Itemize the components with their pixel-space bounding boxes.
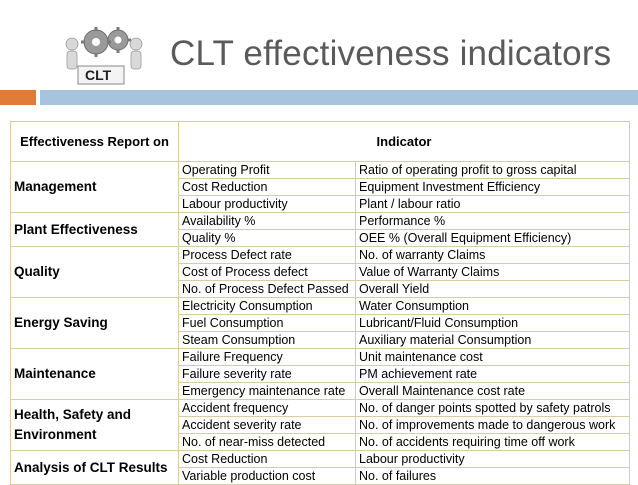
table-row: Analysis of CLT Results Cost Reduction Lab… [10,450,630,485]
indicator-detail-cell: Unit maintenance cost [355,348,630,366]
accent-bar-blue [40,90,638,105]
indicator-cell: Process Defect rate [178,246,356,264]
indicator-detail-cell: No. of danger points spotted by safety p… [355,399,630,417]
header-indicator: Indicator [178,121,630,162]
indicator-detail-cell: Water Consumption [355,297,630,315]
table-row: Emergency maintenance rate Overall Mainte… [11,382,630,400]
indicator-cell: Fuel Consumption [178,314,356,332]
table-row: Health, Safety and Environment Accident f… [10,399,630,451]
clt-logo: CLT [52,22,148,86]
indicator-cell: Emergency maintenance rate [178,382,356,400]
indicator-cell: No. of near-miss detected [178,433,356,451]
indicator-cell: Failure Frequency [178,348,356,366]
indicator-cell: Operating Profit [178,161,356,179]
table-row: Management Operating Profit Ratio of opera… [10,161,630,213]
indicator-detail-cell: No. of improvements made to dangerous wo… [355,416,630,434]
indicator-detail-cell: Performance % [355,212,630,230]
indicator-cell: Failure severity rate [178,365,356,383]
table-row: No. of Process Defect Passed Overall Yiel… [11,280,630,298]
category-cell: Analysis of CLT Results [10,450,179,485]
indicator-cell: Steam Consumption [178,331,356,349]
indicator-cell: Accident frequency [178,399,356,417]
category-cell: Plant Effectiveness [10,212,179,247]
indicator-detail-cell: Overall Maintenance cost rate [355,382,630,400]
indicator-cell: No. of Process Defect Passed [178,280,356,298]
indicator-cell: Availability % [178,212,356,230]
table-row: Accident severity rate No. of improvement… [11,416,630,434]
indicator-cell: Cost Reduction [178,178,356,196]
indicator-detail-cell: Labour productivity [355,450,630,468]
table-row: Plant Effectiveness Availability % Perform… [10,212,630,247]
indicators-table: Effectiveness Report on Indicator Manage… [10,121,630,485]
table-row: Quality % OEE % (Overall Equipment Effici… [11,229,630,247]
accent-bar-orange [0,90,36,105]
indicator-detail-cell: Overall Yield [355,280,630,298]
table-row: Steam Consumption Auxiliary material Cons… [11,331,630,349]
category-cell: Energy Saving [10,297,179,349]
indicator-detail-cell: PM achievement rate [355,365,630,383]
indicator-detail-cell: Ratio of operating profit to gross capit… [355,161,630,179]
indicator-cell: Labour productivity [178,195,356,213]
indicator-detail-cell: Plant / labour ratio [355,195,630,213]
indicator-cell: Electricity Consumption [178,297,356,315]
indicator-cell: Cost Reduction [178,450,356,468]
table-row: Energy Saving Electricity Consumption Wate… [10,297,630,349]
table-row: Failure severity rate PM achievement rate [11,365,630,383]
table-row: No. of near-miss detected No. of accident… [11,433,630,451]
table-row: Quality Process Defect rate No. of warrant… [10,246,630,298]
indicator-detail-cell: Value of Warranty Claims [355,263,630,281]
category-cell: Health, Safety and Environment [10,399,179,451]
indicator-detail-cell: No. of failures [355,467,630,485]
indicator-cell: Cost of Process defect [178,263,356,281]
category-cell: Management [10,161,179,213]
indicator-detail-cell: No. of accidents requiring time off work [355,433,630,451]
category-cell: Quality [10,246,179,298]
table-row: Maintenance Failure Frequency Unit mainten… [10,348,630,400]
indicator-detail-cell: Equipment Investment Efficiency [355,178,630,196]
indicator-cell: Variable production cost [178,467,356,485]
indicator-detail-cell: Lubricant/Fluid Consumption [355,314,630,332]
header-report-on: Effectiveness Report on [10,121,179,162]
indicator-detail-cell: No. of warranty Claims [355,246,630,264]
indicator-cell: Accident severity rate [178,416,356,434]
indicator-cell: Quality % [178,229,356,247]
indicator-detail-cell: Auxiliary material Consumption [355,331,630,349]
category-cell: Maintenance [10,348,179,400]
page-title: CLT effectiveness indicators [170,34,612,73]
logo-text: CLT [85,67,112,83]
indicator-detail-cell: OEE % (Overall Equipment Efficiency) [355,229,630,247]
table-body: Management Operating Profit Ratio of opera… [10,161,630,485]
